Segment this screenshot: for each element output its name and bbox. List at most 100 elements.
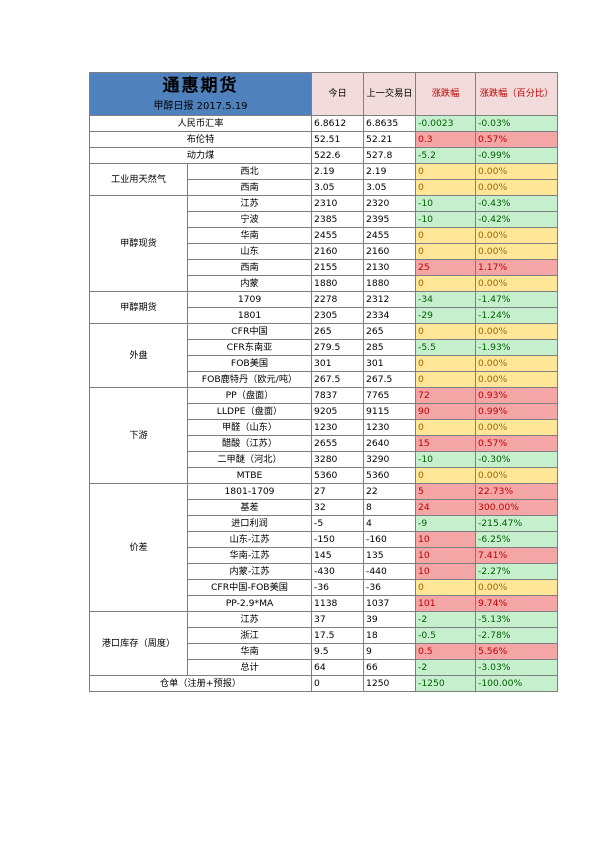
value-prev: 1230	[363, 419, 417, 436]
item-name: 基差	[186, 499, 313, 516]
row-label: 布伦特	[88, 131, 313, 148]
change-pct-value: -5.13%	[475, 611, 559, 628]
value-prev: 267.5	[363, 371, 417, 388]
table-row: 下游 PP（盘面） 7837 7765 72 0.93%	[89, 387, 559, 484]
value-prev: 4	[363, 515, 417, 532]
change-value: -1250	[415, 675, 477, 692]
item-name: 醋酸（江苏）	[186, 435, 313, 452]
value-today: 301	[311, 355, 365, 372]
row-label: 动力煤	[88, 147, 313, 164]
change-pct-value: 0.00%	[475, 179, 559, 196]
value-prev: 66	[363, 659, 417, 676]
value-today: -150	[311, 531, 365, 548]
category-label: 下游	[89, 387, 188, 484]
change-value: -5.2	[415, 147, 477, 164]
item-name: 西北	[186, 163, 313, 180]
value-today: 27	[311, 483, 365, 500]
table-row: 基差 32 8 24 300.00%	[90, 499, 559, 516]
change-pct-value: -2.27%	[475, 563, 559, 580]
change-value: 25	[415, 259, 477, 276]
change-pct-value: 0.00%	[475, 275, 559, 292]
value-today: 2305	[311, 307, 365, 324]
item-name: 进口利润	[186, 515, 313, 532]
value-prev: 3290	[363, 451, 417, 468]
change-value: -34	[415, 291, 477, 308]
item-name: 总计	[186, 659, 313, 676]
category-label: 甲醇期货	[89, 291, 188, 324]
table-row: CFR中国-FOB美国 -36 -36 0 0.00%	[90, 579, 559, 596]
value-prev: -36	[363, 579, 417, 596]
value-prev: 39	[363, 611, 417, 628]
table-row: 外盘 CFR中国 265 265 0 0.00%	[89, 323, 559, 388]
value-today: 7837	[311, 387, 365, 404]
change-value: 101	[415, 595, 477, 612]
item-name: CFR中国	[186, 323, 313, 340]
change-pct-value: 0.57%	[475, 131, 559, 148]
change-value: -10	[415, 451, 477, 468]
value-today: -5	[311, 515, 365, 532]
change-pct-value: 5.56%	[475, 643, 559, 660]
item-name: 甲醛（山东）	[186, 419, 313, 436]
value-prev: 9	[363, 643, 417, 660]
change-value: 0.5	[415, 643, 477, 660]
item-name: PP-2.9*MA	[186, 595, 313, 612]
value-prev: 2312	[363, 291, 417, 308]
value-prev: 5360	[363, 467, 417, 484]
col-header-change: 涨跌幅	[415, 72, 477, 116]
change-pct-value: -100.00%	[475, 675, 559, 692]
item-name: 内蒙	[186, 275, 313, 292]
item-name: 华南-江苏	[186, 547, 313, 564]
change-value: 0	[415, 355, 477, 372]
row-label: 人民币汇率	[88, 115, 313, 132]
category-label: 工业用天然气	[89, 163, 188, 196]
value-prev: 2640	[363, 435, 417, 452]
category-label: 甲醇现货	[89, 195, 188, 292]
change-value: 0	[415, 371, 477, 388]
value-prev: 2455	[363, 227, 417, 244]
change-pct-value: -0.43%	[475, 195, 559, 212]
value-prev: 22	[363, 483, 417, 500]
value-today: 1138	[311, 595, 365, 612]
value-today: 9.5	[311, 643, 365, 660]
table-row: 布伦特 52.51 52.21 0.3 0.57%	[88, 131, 559, 148]
item-name: 宁波	[186, 211, 313, 228]
value-prev: 8	[363, 499, 417, 516]
value-prev: -160	[363, 531, 417, 548]
change-value: -29	[415, 307, 477, 324]
value-prev: 7765	[363, 387, 417, 404]
value-prev: 3.05	[363, 179, 417, 196]
table-row: 动力煤 522.6 527.8 -5.2 -0.99%	[88, 147, 559, 164]
item-name: PP（盘面）	[186, 387, 313, 404]
change-pct-value: -0.30%	[475, 451, 559, 468]
value-prev: 2160	[363, 243, 417, 260]
table-row: 西南 2155 2130 25 1.17%	[90, 259, 559, 276]
change-pct-value: 0.00%	[475, 243, 559, 260]
value-today: 2.19	[311, 163, 365, 180]
value-today: 265	[311, 323, 365, 340]
item-name: FOB美国	[186, 355, 313, 372]
table-row: 醋酸（江苏） 2655 2640 15 0.57%	[90, 435, 559, 452]
change-pct-value: -1.24%	[475, 307, 559, 324]
table-row: 价差 1801-1709 27 22 5 22.73%	[89, 483, 559, 612]
change-pct-value: 0.00%	[475, 355, 559, 372]
value-prev: 52.21	[363, 131, 417, 148]
table-row: 仓单（注册+预报） 0 1250 -1250 -100.00%	[88, 675, 559, 692]
change-value: 0.3	[415, 131, 477, 148]
value-today: 279.5	[311, 339, 365, 356]
change-value: 10	[415, 563, 477, 580]
change-pct-value: 0.00%	[475, 467, 559, 484]
col-header-today: 今日	[311, 72, 365, 116]
table-row: 宁波 2385 2395 -10 -0.42%	[90, 211, 559, 228]
table-row: 内蒙 1880 1880 0 0.00%	[90, 275, 559, 292]
value-today: 3.05	[311, 179, 365, 196]
table-row: 甲醛（山东） 1230 1230 0 0.00%	[90, 419, 559, 436]
value-today: 2310	[311, 195, 365, 212]
value-today: 2160	[311, 243, 365, 260]
item-name: 山东-江苏	[186, 531, 313, 548]
value-prev: 2130	[363, 259, 417, 276]
table-row: LLDPE（盘面） 9205 9115 90 0.99%	[90, 403, 559, 420]
change-value: -10	[415, 195, 477, 212]
category-label: 价差	[89, 483, 188, 612]
table-row: 总计 64 66 -2 -3.03%	[90, 659, 559, 676]
item-name: 江苏	[186, 195, 313, 212]
